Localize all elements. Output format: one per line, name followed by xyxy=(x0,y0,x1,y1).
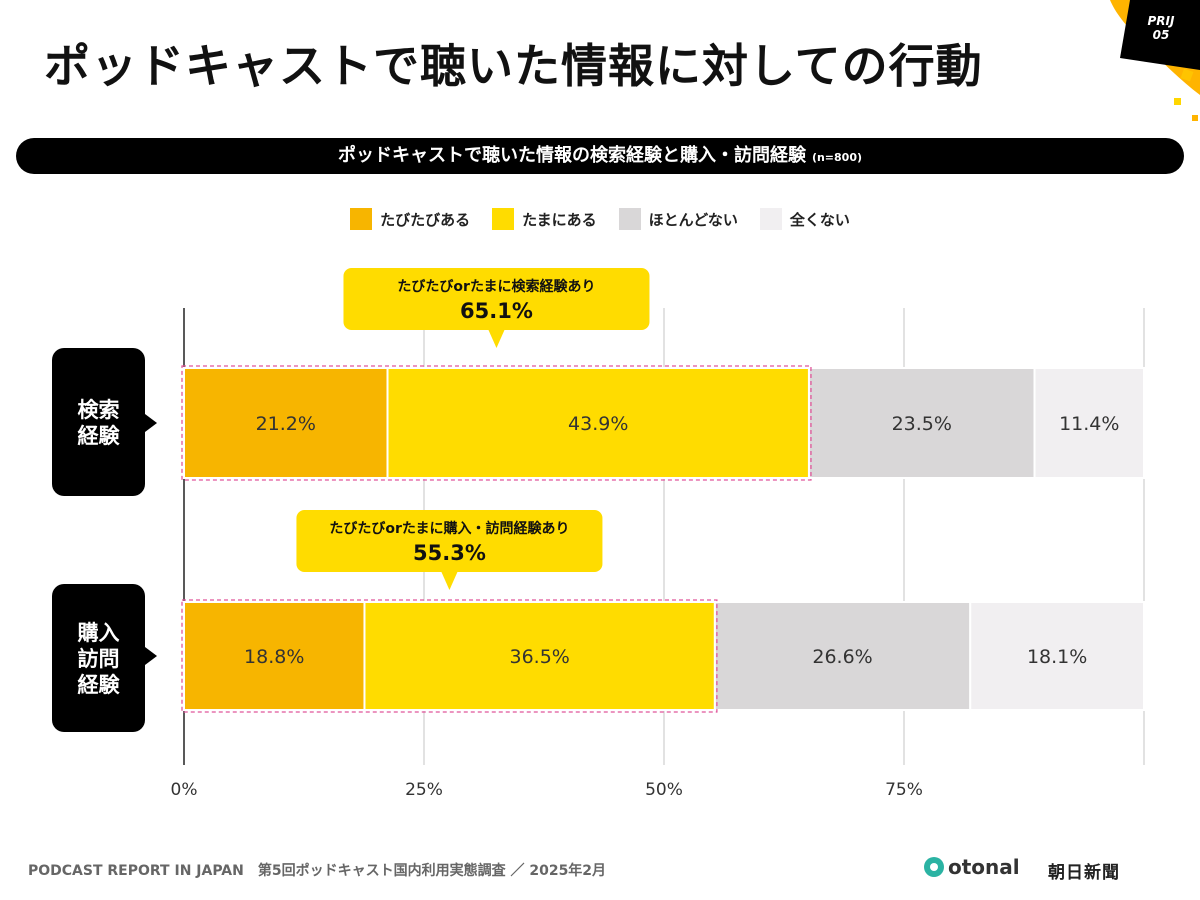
category-label-text: 検索 xyxy=(78,398,120,422)
callout-0: たびたびorたまに検索経験あり 65.1% xyxy=(343,268,650,348)
x-tick-label: 25% xyxy=(405,780,443,800)
bar-sometimes-1 xyxy=(363,601,716,711)
page-title: ポッドキャストで聴いた情報に対しての行動 xyxy=(44,39,983,93)
legend-label-sometimes: たまにある xyxy=(522,210,597,229)
footer: PODCAST REPORT IN JAPAN 第5回ポッドキャスト国内利用実態調… xyxy=(28,860,606,880)
asahi-logo: 朝日新聞 xyxy=(1048,863,1120,883)
bar-often-0 xyxy=(183,367,389,479)
x-tick-label: 75% xyxy=(885,780,923,800)
chart-title: ポッドキャストで聴いた情報の検索経験と購入・訪問経験 xyxy=(337,145,806,166)
data-label-often-1: 18.8% xyxy=(244,646,304,668)
category-label-pointer xyxy=(145,647,157,665)
data-label-never-1: 18.1% xyxy=(1027,646,1087,668)
callout-pointer xyxy=(488,330,505,348)
data-label-never-0: 11.4% xyxy=(1059,413,1119,435)
legend-item-often: たびたびある xyxy=(350,208,470,230)
data-label-often-0: 21.2% xyxy=(256,413,316,435)
bar-sometimes-0 xyxy=(386,367,810,479)
data-label-rarely-1: 26.6% xyxy=(812,646,872,668)
bar-rarely-1 xyxy=(713,601,972,711)
callout-label: たびたびorたまに検索経験あり xyxy=(397,278,595,295)
legend-item-rarely: ほとんどない xyxy=(618,208,738,230)
callout-pointer xyxy=(441,572,458,590)
bar-rarely-0 xyxy=(807,367,1036,479)
bar-never-1 xyxy=(969,601,1145,711)
otonal-logo-icon xyxy=(924,857,944,877)
legend: たびたびある たまにある ほとんどない 全くない xyxy=(0,208,1200,230)
legend-item-sometimes: たまにある xyxy=(492,208,597,230)
footer-report-name: PODCAST REPORT IN JAPAN xyxy=(28,863,244,879)
callout-value: 65.1% xyxy=(460,299,533,323)
legend-swatch-never xyxy=(759,208,782,230)
sample-size: (n=800) xyxy=(811,151,863,164)
badge-code: PRIJ xyxy=(1147,14,1175,28)
category-label-text: 経験 xyxy=(78,424,121,448)
footer-survey-info: 第5回ポッドキャスト国内利用実態調査 ／ 2025年2月 xyxy=(257,863,607,879)
page-badge: PRIJ 05 xyxy=(1124,4,1198,66)
badge-number: 05 xyxy=(1152,28,1170,42)
x-tick-label: 50% xyxy=(645,780,683,800)
bar-never-0 xyxy=(1033,367,1146,479)
data-label-sometimes-0: 43.9% xyxy=(568,413,628,435)
category-label-text: 経験 xyxy=(78,673,121,697)
category-label-0: 検索経験 xyxy=(52,348,157,496)
category-label-text: 訪問 xyxy=(78,647,120,671)
legend-swatch-sometimes xyxy=(492,208,515,230)
data-label-rarely-0: 23.5% xyxy=(892,413,952,435)
callout-box xyxy=(296,510,603,572)
legend-label-often: たびたびある xyxy=(380,210,471,229)
chart-title-bar: ポッドキャストで聴いた情報の検索経験と購入・訪問経験 (n=800) xyxy=(16,138,1184,174)
legend-swatch-often xyxy=(350,208,373,230)
callout-label: たびたびorたまに購入・訪問経験あり xyxy=(329,520,569,537)
callout-box xyxy=(343,268,650,330)
legend-item-never: 全くない xyxy=(759,208,850,230)
badge-background xyxy=(1120,0,1200,70)
otonal-logo-text: otonal xyxy=(948,855,1020,879)
otonal-logo: otonal xyxy=(924,855,1020,879)
highlight-frame-1 xyxy=(181,599,718,713)
callout-value: 55.3% xyxy=(413,541,486,565)
x-tick-label: 0% xyxy=(171,780,198,800)
category-label-box xyxy=(52,348,145,496)
category-label-box xyxy=(52,584,145,732)
category-label-text: 購入 xyxy=(77,621,120,645)
legend-label-rarely: ほとんどない xyxy=(648,210,738,229)
callout-1: たびたびorたまに購入・訪問経験あり 55.3% xyxy=(296,510,603,590)
legend-swatch-rarely xyxy=(618,208,641,230)
legend-label-never: 全くない xyxy=(789,210,850,229)
data-label-sometimes-1: 36.5% xyxy=(510,646,570,668)
category-label-pointer xyxy=(145,414,157,432)
highlight-frame-0 xyxy=(181,365,812,481)
